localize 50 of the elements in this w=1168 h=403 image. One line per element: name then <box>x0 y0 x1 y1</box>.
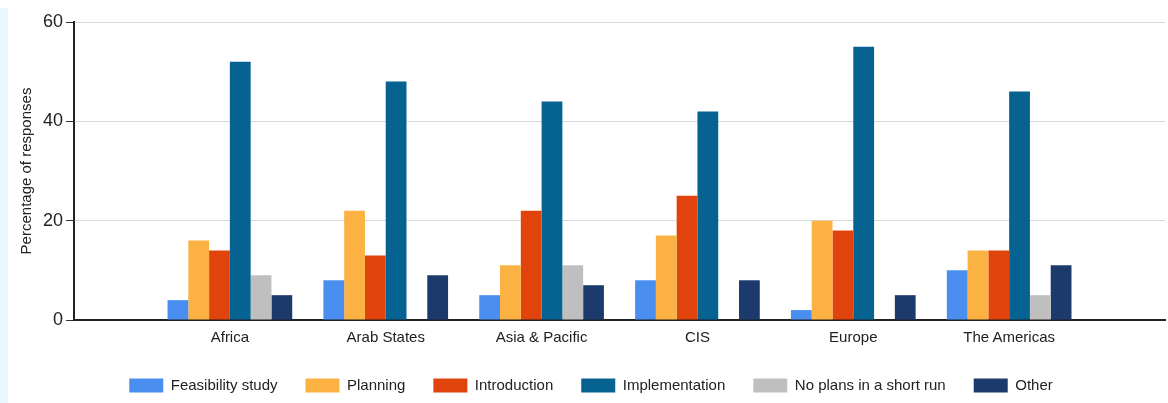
bar <box>271 295 293 320</box>
bar <box>209 250 230 320</box>
y-tick-label: 20 <box>42 209 64 230</box>
bar <box>988 250 1010 320</box>
bar <box>1009 91 1030 320</box>
x-tick-label: Asia & Pacific <box>495 328 588 346</box>
bar <box>832 230 854 320</box>
bar <box>427 275 449 320</box>
bar <box>500 265 521 320</box>
x-tick-label: The Americas <box>963 328 1055 346</box>
legend-label: Other <box>1015 375 1053 393</box>
bar <box>344 210 365 320</box>
bar <box>676 195 698 320</box>
y-tick-label: 60 <box>42 10 64 31</box>
x-tick-label: Europe <box>829 328 878 346</box>
bar <box>541 101 563 320</box>
bar <box>167 300 189 320</box>
bar <box>385 81 407 320</box>
bar <box>364 255 386 320</box>
legend-label: Implementation <box>622 375 726 393</box>
bar <box>583 285 604 320</box>
bar <box>635 280 656 320</box>
bar <box>853 46 875 320</box>
bar <box>811 220 833 320</box>
x-tick-label: Arab States <box>346 328 425 346</box>
legend-label: No plans in a short run <box>794 375 946 393</box>
y-tick-label: 0 <box>53 308 64 329</box>
bar <box>188 240 210 320</box>
bar <box>250 275 272 320</box>
bar <box>790 310 812 320</box>
x-tick-label: Africa <box>210 328 250 346</box>
bar <box>739 280 760 320</box>
x-tick-label: CIS <box>684 328 710 346</box>
bar <box>655 235 677 320</box>
bar <box>946 270 968 320</box>
bar <box>229 61 251 320</box>
bar <box>562 265 584 320</box>
y-axis-title: Percentage of responses <box>17 87 35 255</box>
bar <box>1050 265 1072 320</box>
bar <box>697 111 719 320</box>
legend-label: Feasibility study <box>170 375 278 393</box>
bar <box>520 210 542 320</box>
bar <box>1029 295 1051 320</box>
legend-label: Introduction <box>474 375 554 393</box>
bar <box>894 295 916 320</box>
y-tick-label: 40 <box>42 110 64 131</box>
bar <box>323 280 345 320</box>
bar <box>967 250 989 320</box>
legend-label: Planning <box>346 375 406 393</box>
bar <box>479 295 501 320</box>
